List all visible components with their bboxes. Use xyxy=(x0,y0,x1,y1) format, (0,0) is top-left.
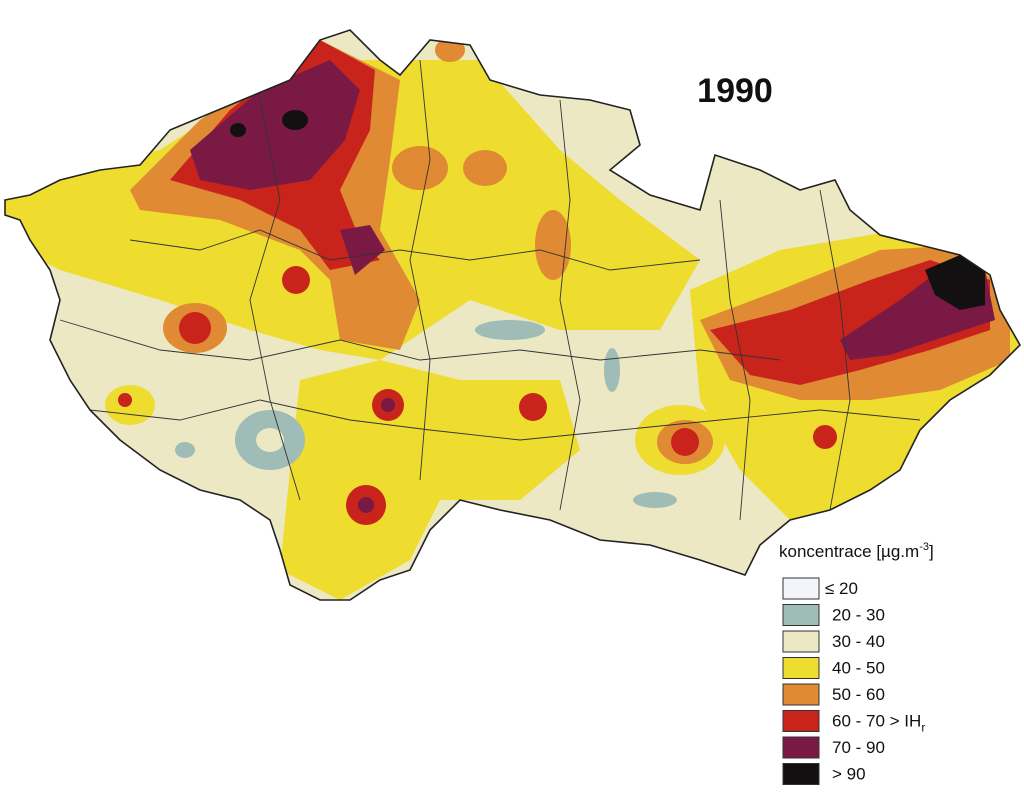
legend-swatch xyxy=(782,630,820,653)
legend-swatch xyxy=(782,657,820,679)
legend-label-text: > 90 xyxy=(832,765,866,784)
legend-swatch xyxy=(782,763,820,785)
legend-title-text: koncentrace [µg.m xyxy=(779,542,919,561)
legend-label: 20 - 30 xyxy=(832,606,885,625)
legend-title-end: ] xyxy=(929,542,934,561)
legend-label: > 90 xyxy=(832,765,866,784)
legend-label: 50 - 60 xyxy=(832,685,885,704)
legend-swatch xyxy=(782,736,820,759)
legend-label-text: 70 - 90 xyxy=(832,738,885,757)
legend-label: ≤ 20 xyxy=(825,579,858,598)
legend-label-text: 60 - 70 > IH xyxy=(832,712,921,731)
map-title: 1990 xyxy=(697,72,773,110)
legend-title-sup: -3 xyxy=(919,541,929,553)
legend-label: 30 - 40 xyxy=(832,632,885,651)
legend-label-text: 40 - 50 xyxy=(832,659,885,678)
legend-label: 60 - 70 > IHr xyxy=(832,712,925,735)
legend-label-text: 20 - 30 xyxy=(832,606,885,625)
legend-label-sub: r xyxy=(921,721,925,735)
legend: ≤ 20 20 - 30 30 - 40 40 - 50 50 - 60 60 - 70 … xyxy=(782,577,925,785)
legend-label-text: ≤ 20 xyxy=(825,579,858,598)
legend-label-text: 30 - 40 xyxy=(832,632,885,651)
legend-label: 40 - 50 xyxy=(832,659,885,678)
legend-swatch xyxy=(782,683,820,706)
legend-swatch xyxy=(782,710,820,732)
legend-swatch xyxy=(782,604,820,626)
legend-title: koncentrace [µg.m-3] xyxy=(779,541,934,561)
legend-swatch xyxy=(782,577,820,600)
legend-label: 70 - 90 xyxy=(832,738,885,757)
legend-label-text: 50 - 60 xyxy=(832,685,885,704)
